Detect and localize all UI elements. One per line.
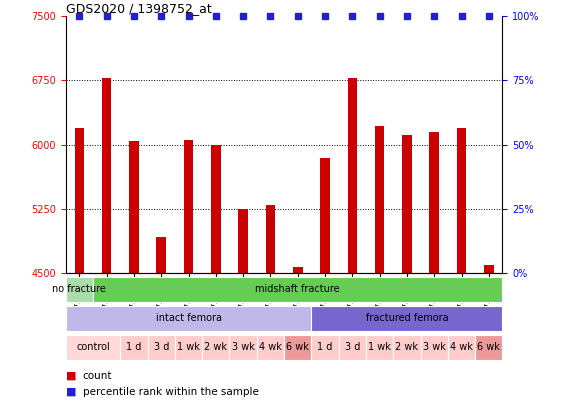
Text: 2 wk: 2 wk [204, 343, 227, 352]
Bar [457, 128, 467, 273]
Text: 1 wk: 1 wk [177, 343, 200, 352]
Bar [211, 145, 220, 273]
Bar [366, 335, 393, 360]
Bar [102, 78, 111, 273]
Text: ■: ■ [66, 371, 76, 381]
Text: 3 d: 3 d [345, 343, 360, 352]
Bar [238, 209, 248, 273]
Bar [66, 335, 120, 360]
Text: 1 d: 1 d [126, 343, 142, 352]
Text: 3 wk: 3 wk [232, 343, 255, 352]
Bar [348, 78, 357, 273]
Text: 6 wk: 6 wk [286, 343, 309, 352]
Bar [293, 267, 303, 273]
Bar [284, 335, 311, 360]
Bar [202, 335, 230, 360]
Text: 3 d: 3 d [154, 343, 169, 352]
Bar [129, 141, 139, 273]
Bar [484, 265, 493, 273]
Text: percentile rank within the sample: percentile rank within the sample [83, 387, 259, 397]
Text: GDS2020 / 1398752_at: GDS2020 / 1398752_at [66, 2, 211, 15]
Bar [475, 335, 502, 360]
Text: 2 wk: 2 wk [396, 343, 419, 352]
Bar [402, 134, 412, 273]
Bar [230, 335, 257, 360]
Text: 1 d: 1 d [317, 343, 333, 352]
Bar [257, 335, 284, 360]
Text: count: count [83, 371, 112, 381]
Bar [66, 306, 311, 331]
Bar [320, 158, 330, 273]
Bar [184, 140, 194, 273]
Text: 4 wk: 4 wk [259, 343, 282, 352]
Text: 4 wk: 4 wk [450, 343, 473, 352]
Text: fractured femora: fractured femora [365, 313, 448, 323]
Bar [311, 335, 339, 360]
Bar [266, 205, 275, 273]
Text: no fracture: no fracture [53, 284, 106, 294]
Bar [147, 335, 175, 360]
Bar [375, 126, 384, 273]
Bar [175, 335, 202, 360]
Bar [393, 335, 421, 360]
Text: ■: ■ [66, 387, 76, 397]
Text: midshaft fracture: midshaft fracture [255, 284, 340, 294]
Text: intact femora: intact femora [155, 313, 222, 323]
Bar [421, 335, 448, 360]
Bar [75, 128, 84, 273]
Bar [66, 277, 93, 302]
Bar [448, 335, 475, 360]
Bar [156, 237, 166, 273]
Bar [311, 306, 502, 331]
Text: 1 wk: 1 wk [368, 343, 391, 352]
Text: control: control [76, 343, 110, 352]
Bar [120, 335, 147, 360]
Bar [429, 132, 439, 273]
Text: 6 wk: 6 wk [477, 343, 500, 352]
Text: 3 wk: 3 wk [423, 343, 445, 352]
Bar [339, 335, 366, 360]
